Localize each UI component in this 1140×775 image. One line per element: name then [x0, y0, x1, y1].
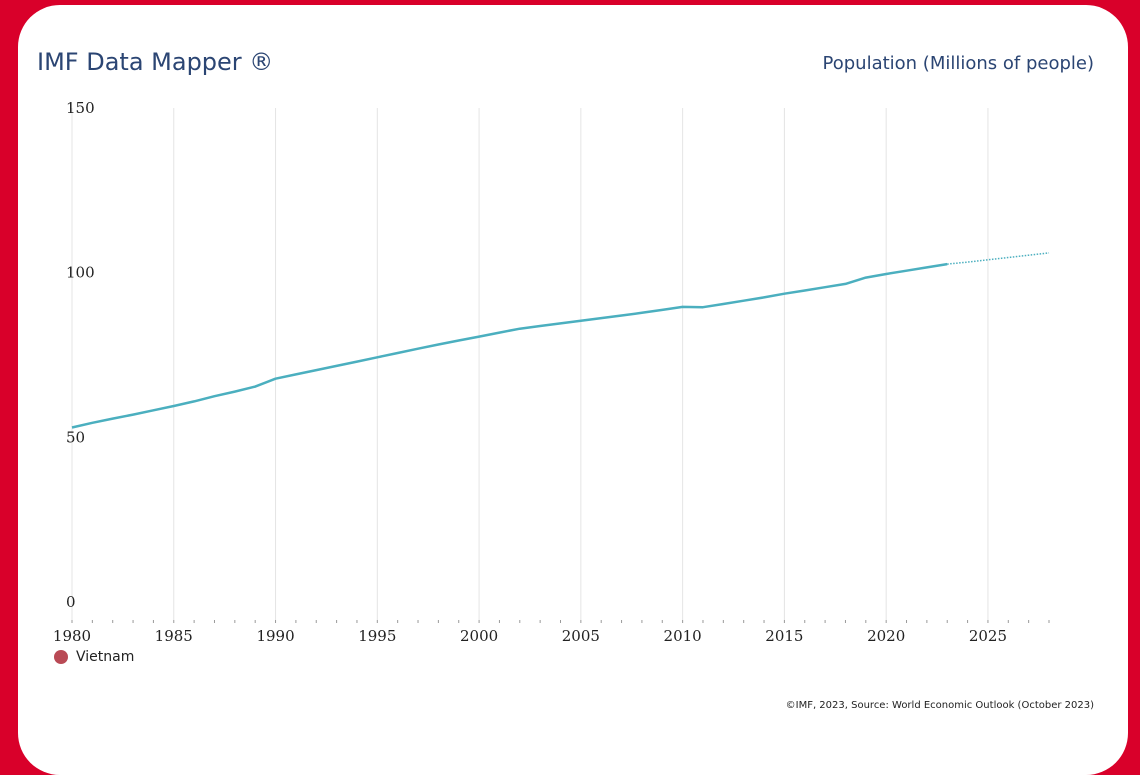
x-tick-label-2025: 2025 — [969, 627, 1007, 645]
x-tick-label-1980: 1980 — [53, 627, 91, 645]
y-tick-label-50: 50 — [66, 428, 85, 446]
grid-lines — [71, 108, 989, 620]
x-tick-label-2000: 2000 — [460, 627, 498, 645]
x-tick-label-1985: 1985 — [155, 627, 193, 645]
x-tick-label-2005: 2005 — [562, 627, 600, 645]
series-projection-vietnam — [947, 252, 1050, 265]
series-line-vietnam — [71, 262, 948, 429]
chart-card — [18, 5, 1128, 775]
x-tick-label-2020: 2020 — [867, 627, 905, 645]
y-tick-label-100: 100 — [66, 264, 95, 282]
legend-label-vietnam: Vietnam — [76, 649, 135, 665]
legend[interactable]: Vietnam — [54, 649, 134, 665]
chart-subtitle: Population (Millions of people) — [822, 53, 1094, 74]
x-tick-label-1990: 1990 — [256, 627, 294, 645]
x-tick-marks — [71, 620, 1050, 623]
y-tick-label-150: 150 — [66, 99, 95, 117]
series-lines — [71, 252, 1050, 429]
y-tick-labels: 0 50 100 150 — [66, 99, 95, 611]
x-tick-labels: 1980 1985 1990 1995 2000 2005 2010 2015 2020 2025 — [53, 627, 1007, 645]
x-tick-label-2010: 2010 — [664, 627, 702, 645]
source-note: ©IMF, 2023, Source: World Economic Outlo… — [785, 700, 1094, 711]
brand-title: IMF Data Mapper ® — [37, 48, 274, 76]
y-tick-label-0: 0 — [66, 593, 76, 611]
x-tick-label-2015: 2015 — [765, 627, 803, 645]
legend-marker-vietnam — [54, 650, 68, 664]
x-tick-label-1995: 1995 — [358, 627, 396, 645]
